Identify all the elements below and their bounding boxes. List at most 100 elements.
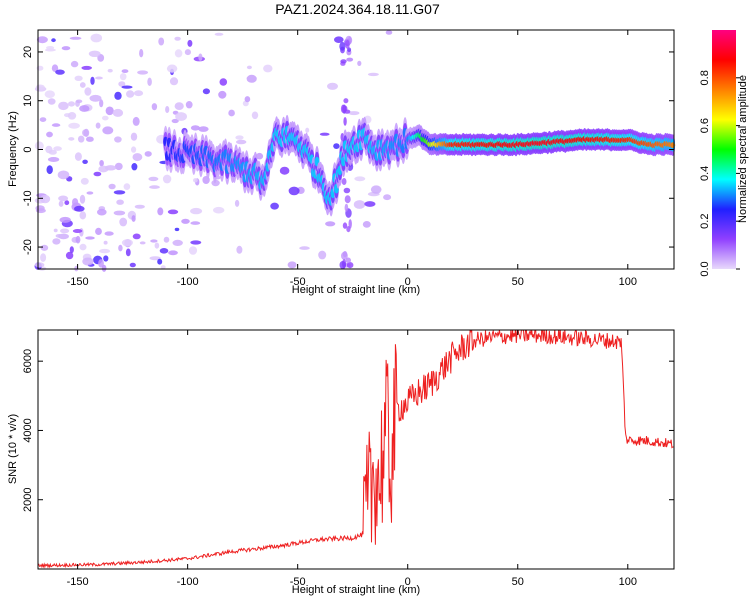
spectrogram-noise-blob <box>190 221 201 225</box>
spectrogram-noise-blob <box>55 69 65 75</box>
spectrogram-noise-blob <box>325 221 336 227</box>
spectrogram-noise-blob <box>270 202 279 210</box>
spectrogram-noise-blob <box>64 200 70 206</box>
spectrogram-noise-blob <box>131 215 136 222</box>
spectrogram-noise-blob <box>98 259 104 268</box>
spectrogram-noise-blob <box>341 251 348 260</box>
spectrogram-noise-blob <box>40 253 47 262</box>
spectrogram-y-axis-label: Frequency (Hz) <box>7 111 19 187</box>
colorbar-tick-label: 0.8 <box>699 70 711 85</box>
spectrogram-noise-blob <box>190 240 202 245</box>
spectrogram-noise-blob <box>103 240 108 245</box>
spectrogram-noise-blob <box>121 69 129 73</box>
spectrogram-noise-blob <box>188 246 198 255</box>
spectrogram-noise-blob <box>99 160 104 167</box>
spectrogram-noise-blob <box>193 178 198 183</box>
spectrogram-noise-blob <box>370 185 382 194</box>
spectrogram-noise-blob <box>72 229 83 233</box>
spectrogram-noise-blob <box>174 102 184 110</box>
spectrogram-noise-blob <box>169 77 179 86</box>
spectrogram-noise-blob <box>344 195 351 204</box>
spectrogram-noise-blob <box>80 177 89 185</box>
spectrogram-noise-blob <box>318 250 327 260</box>
spectrogram-noise-blob <box>190 125 200 131</box>
spectrogram-noise-blob <box>341 178 347 185</box>
spectrogram-noise-blob <box>35 84 45 90</box>
spectrogram-noise-blob <box>102 115 109 121</box>
spectrogram-noise-blob <box>99 99 104 108</box>
spectrogram-noise-blob <box>93 171 102 177</box>
snr-x-axis-label: Height of straight line (km) <box>292 584 420 596</box>
spectrogram-noise-blob <box>90 33 103 43</box>
spectrogram-noise-blob <box>68 122 80 129</box>
spectrogram-noise-blob <box>348 219 352 229</box>
spectrogram-noise-blob <box>198 53 203 61</box>
colorbar-tick-label: 0.4 <box>699 166 711 181</box>
spectrogram-noise-blob <box>84 87 92 96</box>
spectrogram-noise-blob <box>46 131 53 138</box>
colorbar-tick-label: 0.0 <box>699 261 711 276</box>
spectrogram-x-tick-label: 50 <box>512 276 524 288</box>
spectrogram-noise-blob <box>334 36 344 43</box>
snr-y-tick-label: 2000 <box>22 487 34 511</box>
spectrogram-y-tick-label: -10 <box>22 190 34 206</box>
spectrogram-noise-blob <box>39 117 47 122</box>
spectrogram-noise-blob <box>174 36 181 41</box>
spectrogram-noise-blob <box>345 39 350 50</box>
spectrogram-noise-blob <box>125 248 131 257</box>
spectrogram-noise-blob <box>131 163 138 171</box>
spectrogram-noise-blob <box>213 206 225 214</box>
spectrogram-noise-blob <box>104 231 114 236</box>
spectrogram-noise-blob <box>139 49 144 58</box>
spectrogram-noise-blob <box>279 166 290 175</box>
spectrogram-noise-blob <box>236 139 247 145</box>
spectrogram-noise-blob <box>83 128 90 137</box>
spectrogram-noise-blob <box>47 157 60 162</box>
spectrogram-noise-blob <box>246 65 252 70</box>
spectrogram-noise-blob <box>98 165 109 173</box>
spectrogram-noise-blob <box>88 50 101 57</box>
spectrogram-signal-ridge <box>163 114 676 217</box>
spectrogram-noise-blob <box>121 85 133 89</box>
snr-plot-area <box>38 330 674 569</box>
spectrogram-noise-blob <box>79 211 87 220</box>
spectrogram-noise-blob <box>113 190 126 195</box>
spectrogram-noise-blob <box>357 60 362 66</box>
spectrogram-noise-blob <box>51 64 59 72</box>
spectrogram-noise-blob <box>130 132 138 141</box>
spectrogram-noise-blob <box>101 264 107 272</box>
spectrogram-noise-blob <box>187 39 193 47</box>
spectrogram-noise-blob <box>148 176 159 182</box>
spectrogram-noise-blob <box>74 152 82 161</box>
spectrogram-noise-blob <box>132 116 140 126</box>
spectrogram-noise-blob <box>113 210 126 216</box>
spectrogram-noise-blob <box>58 200 64 207</box>
spectrogram-noise-blob <box>40 244 49 251</box>
spectrogram-noise-blob <box>339 261 346 269</box>
spectrogram-noise-blob <box>166 64 178 73</box>
spectrogram-noise-blob <box>305 127 310 133</box>
spectrogram-noise-blob <box>214 32 224 36</box>
spectrogram-y-ticks: -20 -10 0 10 20 <box>22 46 674 255</box>
spectrogram-noise-blob <box>97 208 107 216</box>
spectrogram-noise-blob <box>299 246 310 250</box>
spectrogram-noise-blob <box>171 118 179 124</box>
spectrogram-noise-blob <box>133 90 144 97</box>
spectrogram-noise-blob <box>123 183 131 191</box>
snr-x-tick-label: -150 <box>67 576 89 588</box>
spectrogram-noise-blob <box>116 199 124 205</box>
spectrogram-noise-blob <box>340 59 347 64</box>
spectrogram-noise-blob <box>69 246 74 254</box>
spectrogram-noise-blob <box>159 248 169 254</box>
spectrogram-noise-blob <box>114 162 123 171</box>
spectrogram-x-tick-label: 0 <box>405 276 411 288</box>
spectrogram-noise-blob <box>383 194 392 201</box>
spectrogram-noise-blob <box>58 195 69 202</box>
spectrogram-noise-blob <box>52 238 61 245</box>
spectrogram-noise-blob <box>132 233 141 240</box>
snr-line <box>38 330 674 569</box>
spectrogram-noise-blob <box>132 153 143 162</box>
spectrogram-x-ticks: -150 -100 -50 0 50 100 <box>67 30 637 288</box>
spectrogram-y-tick-label: 20 <box>22 46 34 58</box>
spectrogram-noise-blob <box>255 152 264 160</box>
